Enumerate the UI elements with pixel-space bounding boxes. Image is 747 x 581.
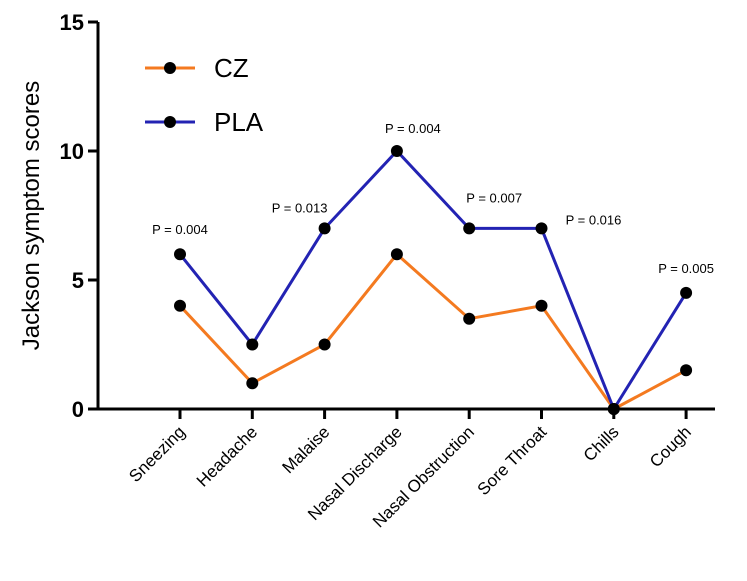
series-line-pla bbox=[178, 148, 688, 413]
p-value-annotation: P = 0.016 bbox=[566, 212, 622, 227]
axes: 0 5 10 15 Jackson symptom scores Sneezing Head… bbox=[18, 10, 715, 531]
series-layer bbox=[174, 145, 693, 415]
legend-marker-pla bbox=[164, 116, 176, 128]
p-value-annotation: P = 0.004 bbox=[385, 121, 441, 136]
legend: CZ PLA bbox=[145, 53, 264, 137]
annotations: P = 0.004 P = 0.013 P = 0.004 P = 0.007 P = … bbox=[152, 121, 714, 276]
p-value-annotation: P = 0.007 bbox=[466, 190, 522, 205]
data-point-pla bbox=[246, 338, 259, 351]
y-tick-label: 5 bbox=[72, 268, 84, 293]
data-point-cz bbox=[463, 312, 476, 325]
series-line-cz bbox=[178, 252, 687, 411]
data-point-cz bbox=[318, 338, 331, 351]
y-tick-label: 10 bbox=[60, 139, 84, 164]
data-point-cz bbox=[174, 299, 186, 312]
p-value-annotation: P = 0.005 bbox=[658, 261, 714, 276]
legend-label-pla: PLA bbox=[214, 107, 264, 137]
p-value-annotation: P = 0.004 bbox=[152, 222, 208, 237]
data-point-pla bbox=[318, 222, 331, 235]
data-point-cz bbox=[390, 248, 403, 261]
x-tick-label: Cough bbox=[646, 422, 695, 471]
y-axis-label: Jackson symptom scores bbox=[18, 81, 45, 350]
data-point-pla bbox=[607, 403, 620, 415]
p-value-annotation: P = 0.013 bbox=[272, 200, 328, 215]
y-tick-label: 0 bbox=[72, 397, 84, 422]
x-tick-label: Sore Throat bbox=[474, 422, 551, 499]
data-point-pla bbox=[535, 222, 548, 235]
data-point-cz bbox=[246, 377, 259, 390]
data-point-pla bbox=[174, 248, 186, 261]
x-tick-label: Headache bbox=[193, 422, 261, 490]
x-tick-label: Chills bbox=[580, 422, 623, 465]
x-tick-label: Sneezing bbox=[125, 422, 189, 486]
data-point-pla bbox=[680, 286, 693, 299]
legend-marker-cz bbox=[164, 62, 176, 74]
data-point-pla bbox=[390, 145, 403, 157]
data-point-cz bbox=[680, 364, 693, 377]
data-point-cz bbox=[535, 299, 548, 312]
data-point-pla bbox=[463, 222, 476, 235]
x-tick-label: Malaise bbox=[279, 422, 334, 477]
legend-label-cz: CZ bbox=[214, 53, 249, 83]
y-tick-label: 15 bbox=[60, 10, 84, 35]
